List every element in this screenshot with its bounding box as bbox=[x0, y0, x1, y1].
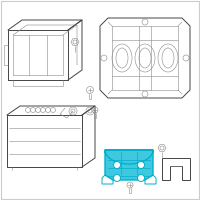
Circle shape bbox=[114, 174, 120, 182]
Circle shape bbox=[114, 162, 120, 168]
Polygon shape bbox=[105, 150, 153, 180]
Circle shape bbox=[138, 162, 144, 168]
Circle shape bbox=[138, 174, 144, 182]
